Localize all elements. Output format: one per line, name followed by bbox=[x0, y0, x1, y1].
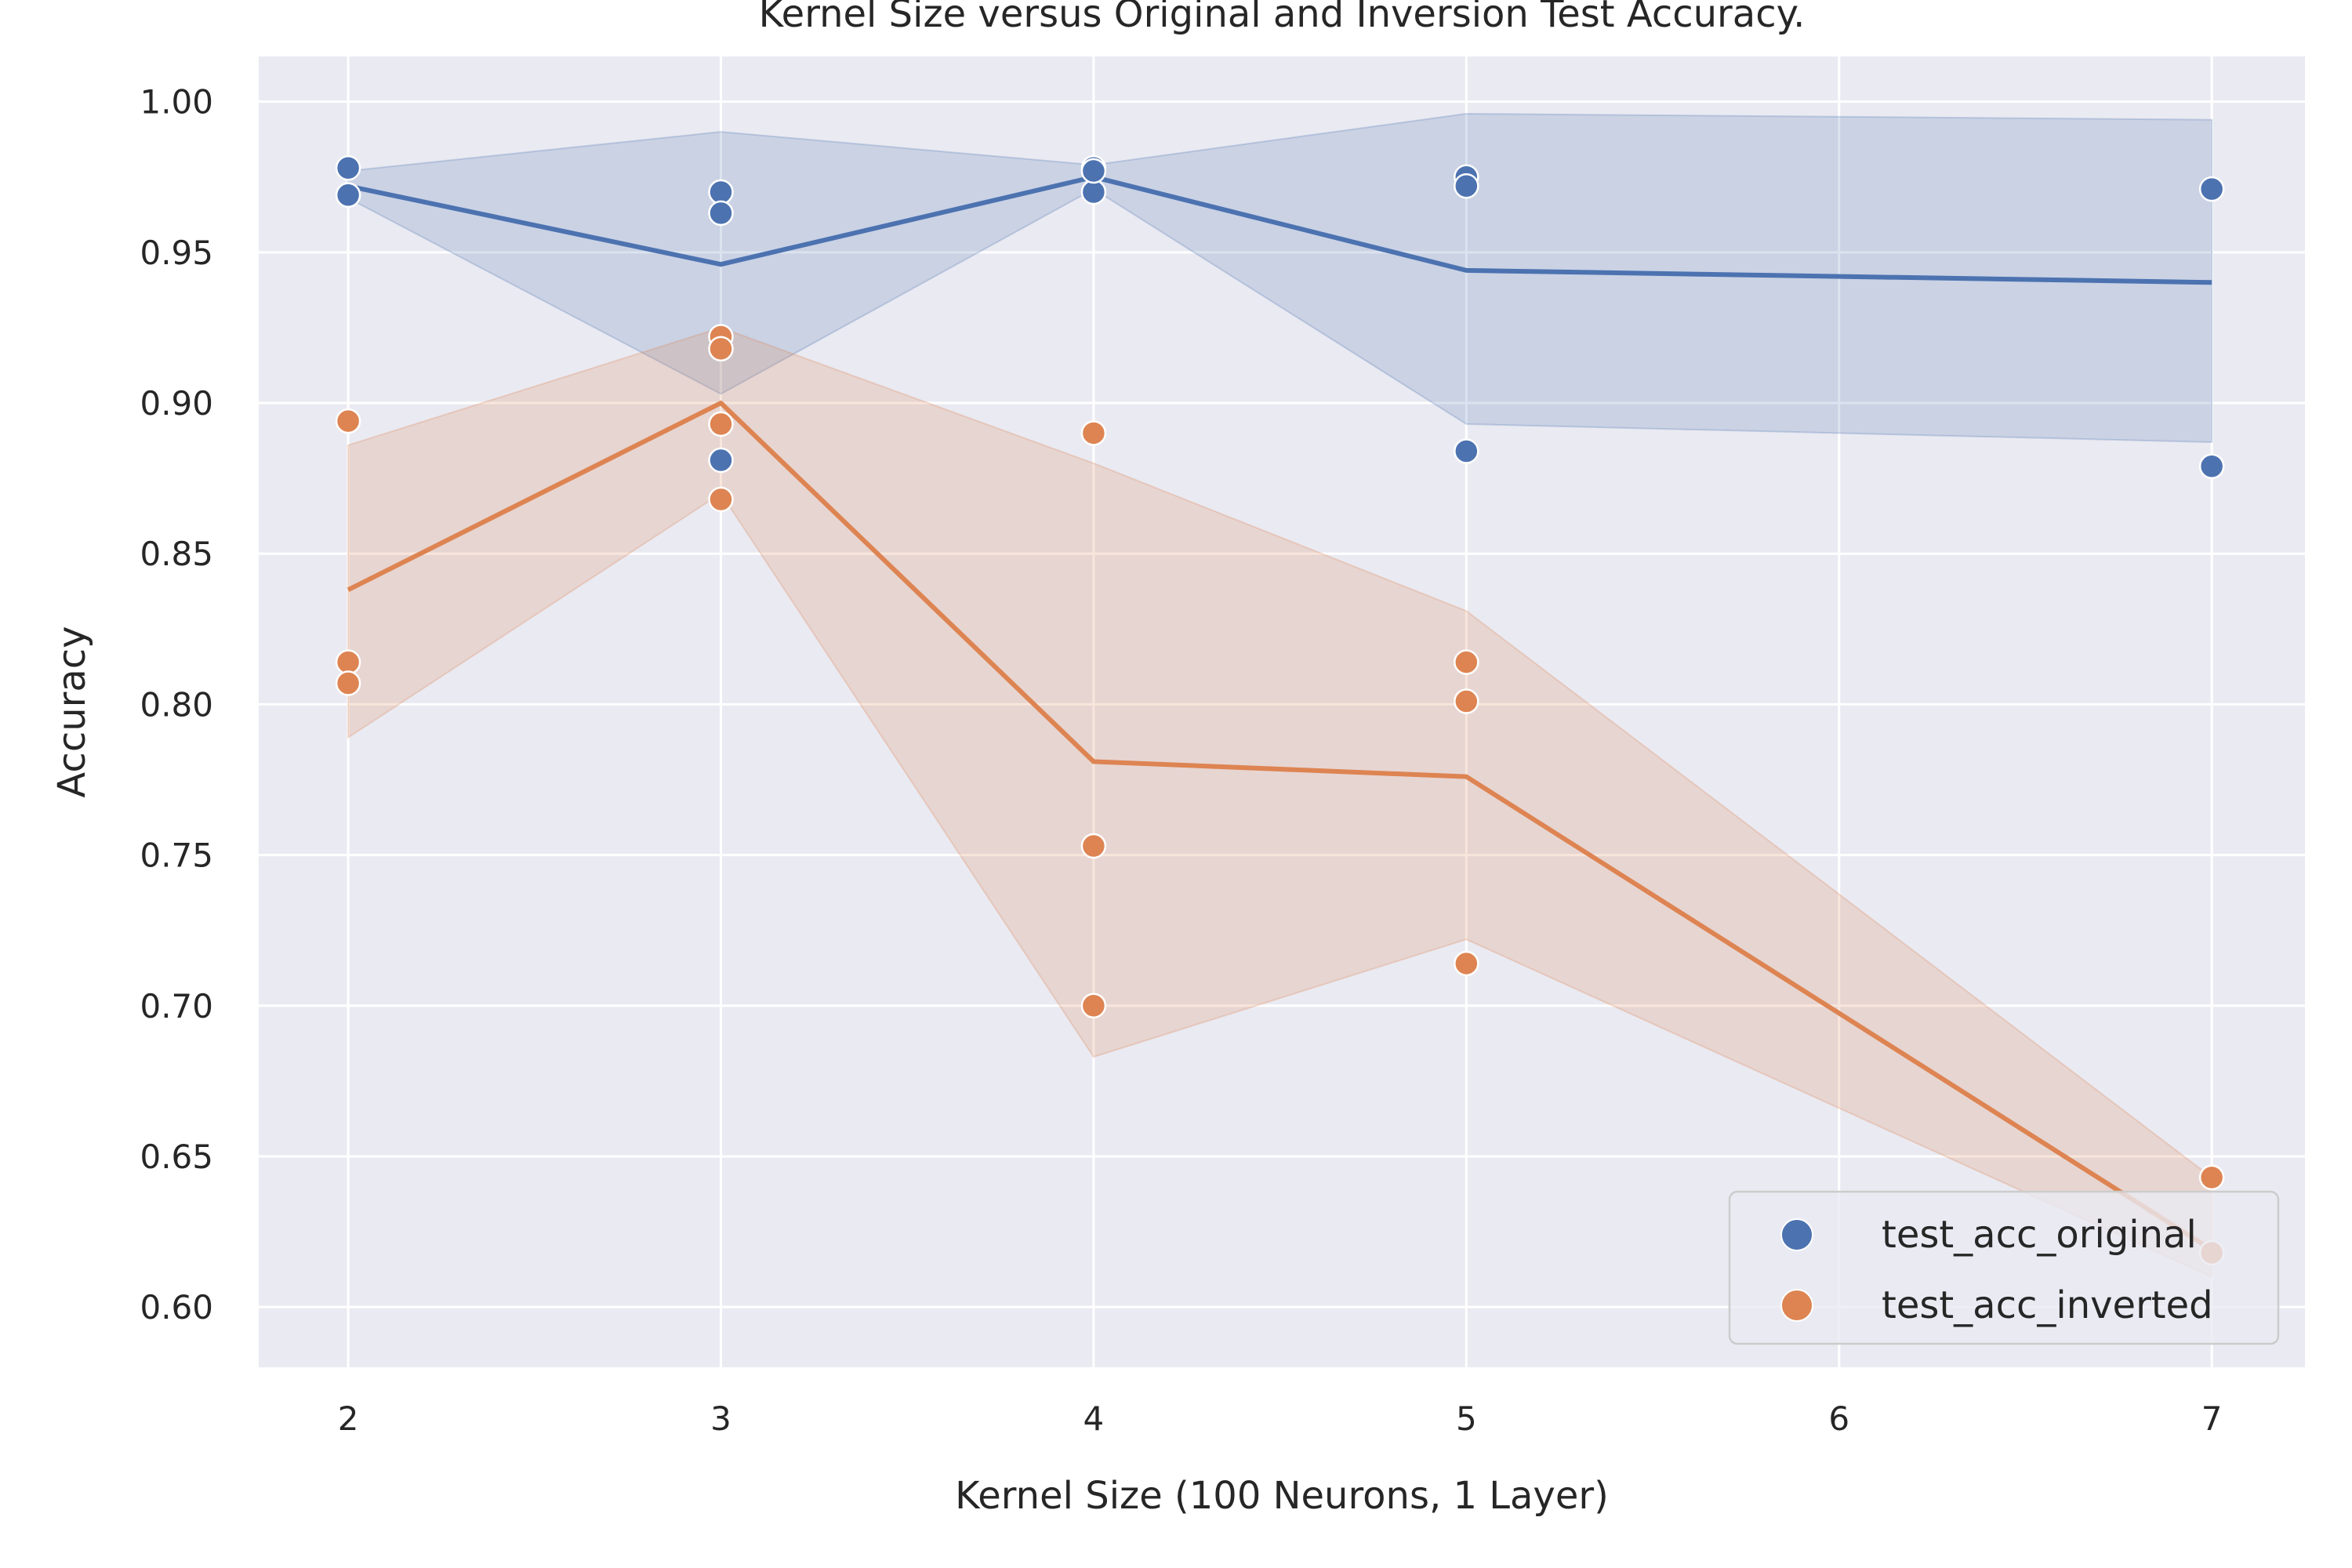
mean-line-1 bbox=[347, 401, 2213, 1252]
data-point bbox=[708, 447, 734, 474]
data-point bbox=[1080, 993, 1107, 1019]
y-axis-title: Accuracy bbox=[50, 626, 94, 797]
data-point bbox=[1080, 420, 1107, 446]
data-point bbox=[1080, 833, 1107, 859]
y-tick-label: 0.80 bbox=[140, 685, 213, 724]
data-points bbox=[335, 154, 2225, 1266]
data-point bbox=[2198, 1164, 2225, 1191]
data-point bbox=[708, 179, 734, 205]
data-point bbox=[708, 200, 734, 227]
data-point bbox=[335, 182, 361, 209]
y-tick-label: 0.75 bbox=[140, 837, 213, 875]
legend-marker-inverted bbox=[1780, 1289, 1813, 1322]
data-point bbox=[335, 670, 361, 696]
x-tick-label: 3 bbox=[710, 1399, 731, 1438]
confidence-band-0 bbox=[347, 113, 2213, 444]
data-point bbox=[1454, 438, 1479, 464]
data-point bbox=[708, 411, 734, 437]
tick-labels: 2 3 4 5 6 7 0.60 0.65 0.70 0.75 0.80 0.85 0.90 0.95 1.… bbox=[140, 83, 2222, 1438]
y-tick-label: 0.90 bbox=[140, 384, 213, 423]
legend: test_acc_original test_acc_inverted bbox=[1728, 1190, 2280, 1345]
x-tick-label: 5 bbox=[1456, 1399, 1477, 1438]
x-tick-label: 7 bbox=[2201, 1399, 2223, 1438]
legend-marker-original bbox=[1780, 1218, 1813, 1251]
x-axis-title: Kernel Size (100 Neurons, 1 Layer) bbox=[955, 1474, 1609, 1518]
data-point bbox=[335, 408, 361, 434]
data-point bbox=[1454, 950, 1479, 977]
plot-area bbox=[259, 56, 2305, 1367]
data-point bbox=[2198, 453, 2225, 479]
y-tick-label: 1.00 bbox=[140, 83, 213, 122]
y-tick-label: 0.60 bbox=[140, 1288, 213, 1327]
data-point bbox=[1454, 173, 1479, 199]
y-tick-label: 0.65 bbox=[140, 1138, 213, 1176]
grid bbox=[259, 56, 2305, 1367]
x-tick-label: 2 bbox=[338, 1399, 359, 1438]
legend-label-inverted: test_acc_inverted bbox=[1882, 1283, 2213, 1327]
data-point bbox=[1454, 649, 1479, 675]
x-tick-label: 6 bbox=[1828, 1399, 1849, 1438]
y-tick-label: 0.70 bbox=[140, 987, 213, 1025]
y-tick-label: 0.85 bbox=[140, 535, 213, 573]
data-point bbox=[1080, 158, 1107, 184]
chart-title: Kernel Size versus Original and Inversio… bbox=[759, 0, 1806, 36]
data-point bbox=[335, 649, 361, 675]
data-point bbox=[708, 336, 734, 362]
data-point bbox=[1454, 688, 1479, 714]
x-tick-label: 4 bbox=[1083, 1399, 1105, 1438]
data-point bbox=[2198, 176, 2225, 202]
data-point bbox=[335, 154, 361, 181]
legend-label-original: test_acc_original bbox=[1882, 1213, 2197, 1257]
y-tick-label: 0.95 bbox=[140, 234, 213, 272]
data-point bbox=[1080, 179, 1107, 205]
legend-box bbox=[1728, 1190, 2280, 1345]
data-point bbox=[708, 486, 734, 513]
